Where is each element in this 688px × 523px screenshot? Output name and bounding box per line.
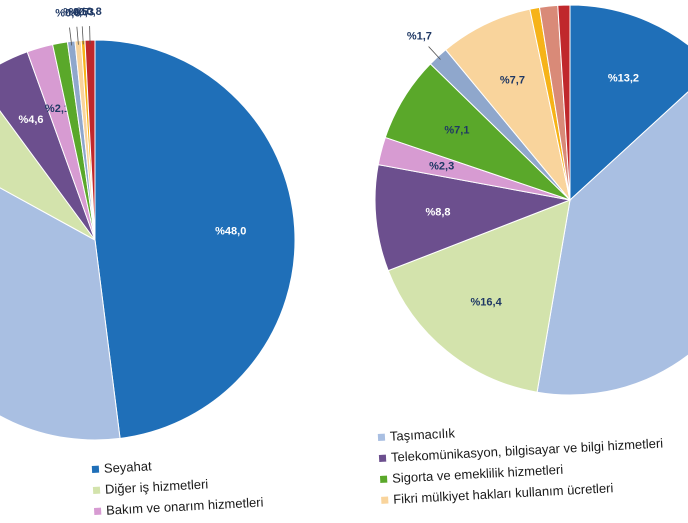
- pie-slice: [444, 8, 571, 201]
- pie-slice: [0, 187, 121, 441]
- legend-swatch: [381, 496, 389, 504]
- legend-label: Seyahat: [104, 458, 153, 475]
- leader-line: [428, 46, 441, 60]
- legend-swatch: [93, 507, 102, 515]
- leader-line: [76, 26, 79, 45]
- value-label: %48,0: [215, 225, 246, 237]
- legend-label: Diğer iş hizmetleri: [105, 476, 209, 496]
- value-label: %7,1: [444, 125, 469, 137]
- pie: %13,2 %16,4 %8,8 %2,3 %7,1 %1,7 %7,7: [374, 4, 688, 396]
- leader-line: [69, 27, 73, 46]
- legend-label: Taşımacılık: [390, 425, 456, 443]
- legend-label: Fikri mülkiyet hakları kullanım ücretler…: [393, 480, 614, 507]
- value-label: %1,7: [407, 30, 432, 42]
- value-label: %8,8: [425, 206, 450, 218]
- pie-slice: [536, 91, 688, 396]
- value-label: %0,3: [69, 6, 94, 18]
- leader-line: [81, 26, 84, 45]
- value-label: %2,3: [429, 161, 454, 173]
- value-label: %13,2: [608, 73, 639, 85]
- pie: %48,0%35,0%4,6%2,1%0,6%0,5%0,3%0,8: [0, 6, 296, 441]
- legend-swatch: [92, 486, 101, 494]
- pie-slice: [387, 199, 571, 393]
- legend-label: Bakım ve onarım hizmetleri: [106, 495, 264, 518]
- legend-swatch: [379, 475, 388, 483]
- legend-label: Sigorta ve emeklilik hizmetleri: [392, 462, 564, 486]
- value-label: %4,6: [18, 114, 43, 126]
- value-label: %0,8: [77, 6, 102, 18]
- value-label: %16,4: [471, 297, 503, 309]
- value-label: %7,7: [500, 74, 525, 86]
- legend-swatch: [91, 465, 100, 473]
- value-label: %2,1: [45, 103, 70, 115]
- legend-swatch: [378, 454, 387, 462]
- pie-slice: [557, 4, 571, 201]
- legend-swatch: [377, 433, 386, 441]
- pie-slice: [94, 39, 296, 439]
- value-label: %0,5: [63, 7, 88, 19]
- pie-slice: [569, 4, 688, 202]
- value-label: %0,6: [55, 8, 80, 20]
